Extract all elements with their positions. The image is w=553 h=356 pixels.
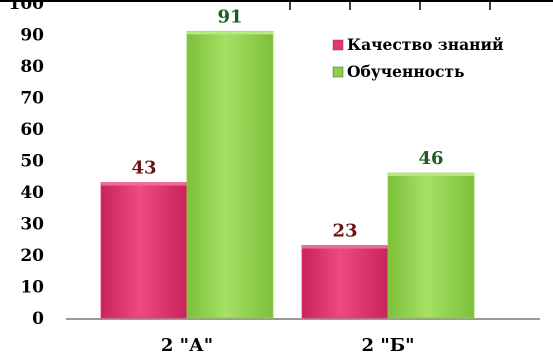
data-label: 46 [418,148,443,169]
legend-label: Обученность [347,62,465,81]
data-labels: 43 91 23 46 [131,6,443,241]
y-tick-label: 40 [20,183,44,203]
x-axis: 2 "А" 2 "Б" [66,318,540,356]
legend: Качество знаний Обученность [332,35,504,81]
y-tick-label: 100 [9,0,45,14]
y-tick-label: 70 [20,89,44,109]
y-tick-label: 10 [20,278,44,298]
top-frame-lines [0,0,553,10]
y-tick-label: 30 [20,215,44,235]
y-axis: 0 10 20 30 40 50 60 70 80 90 100 [9,0,45,329]
bar-top-highlight [302,245,388,249]
data-label: 43 [131,158,156,179]
bar-top-highlight [101,182,187,186]
bar-obuchennost-0 [186,30,274,319]
y-tick-label: 0 [32,309,44,329]
y-tick-label: 20 [20,246,44,266]
y-tick-label: 50 [20,152,44,172]
x-category-label: 2 "Б" [362,335,415,356]
y-tick-label: 80 [20,57,44,77]
legend-swatch [332,66,344,78]
bars [100,30,475,319]
bar-top-highlight [187,31,273,35]
bar-top-highlight [388,173,474,177]
y-tick-label: 90 [20,26,44,46]
bar-kachestvo-0 [100,182,188,319]
bar-kachestvo-1 [301,245,389,319]
x-category-label: 2 "А" [161,335,213,356]
bar-obuchennost-1 [387,172,475,319]
y-tick-label: 60 [20,120,44,140]
data-label: 23 [332,221,357,242]
legend-swatch [332,39,344,51]
data-label: 91 [217,6,242,27]
legend-label: Качество знаний [347,35,504,54]
